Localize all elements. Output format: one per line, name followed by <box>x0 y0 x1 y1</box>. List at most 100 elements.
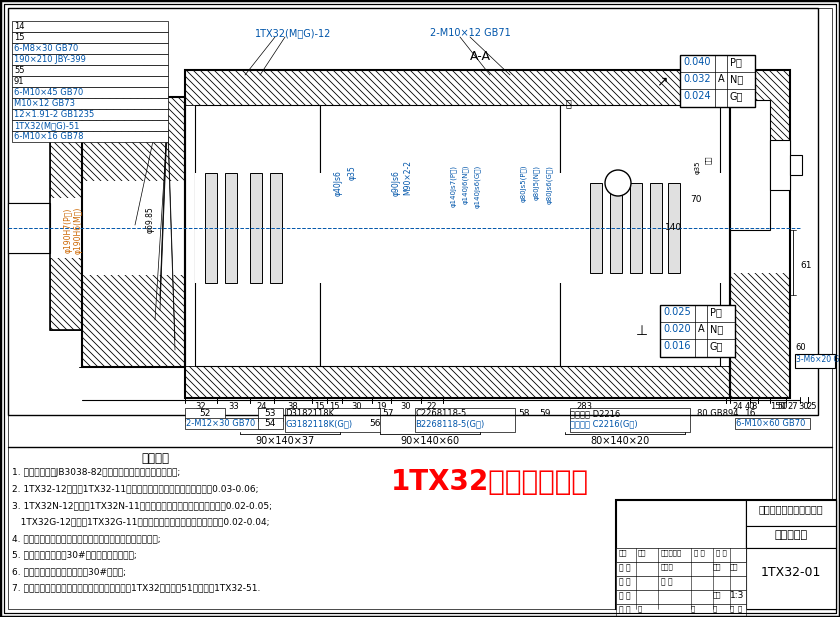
Text: 1. 本铣削头按《JB3038-82组合机床铣削头精度等级》验收;: 1. 本铣削头按《JB3038-82组合机床铣削头精度等级》验收; <box>12 468 181 477</box>
Text: φ190H7(P级): φ190H7(P级) <box>64 207 72 253</box>
Bar <box>616 500 836 609</box>
Text: 3. 1TX32N-12滑套在1TX32N-11箱体孔内移动灵活，装配时保证间隙0.02-0.05;: 3. 1TX32N-12滑套在1TX32N-11箱体孔内移动灵活，装配时保证间隙… <box>12 501 272 510</box>
Bar <box>258 408 283 421</box>
Bar <box>12 131 168 142</box>
Text: φ80Js6(G级): φ80Js6(G级) <box>546 165 553 204</box>
Text: 日期: 日期 <box>713 563 722 569</box>
Bar <box>730 70 790 398</box>
Text: 6-M8×30 GB70: 6-M8×30 GB70 <box>14 44 78 53</box>
Bar <box>616 604 746 617</box>
Text: φ80Js5(P级): φ80Js5(P级) <box>520 165 527 202</box>
Bar <box>12 43 168 54</box>
Text: 标准化: 标准化 <box>661 563 674 569</box>
Bar <box>730 70 790 398</box>
Bar <box>560 105 585 366</box>
Text: D3182118K: D3182118K <box>285 409 334 418</box>
Text: 32: 32 <box>196 402 207 411</box>
Bar <box>258 418 283 429</box>
Text: P级: P级 <box>730 57 742 67</box>
Text: 30: 30 <box>799 402 809 411</box>
Text: 滚动轴承 D2216: 滚动轴承 D2216 <box>570 409 620 418</box>
Text: 盐城市鹏胖机床有限公司: 盐城市鹏胖机床有限公司 <box>759 504 823 514</box>
Bar <box>746 500 836 609</box>
Bar <box>12 87 168 98</box>
Text: M90×2-2: M90×2-2 <box>403 160 412 195</box>
Text: ↗: ↗ <box>656 74 668 88</box>
Text: 3-M6×20 GB70: 3-M6×20 GB70 <box>796 355 840 364</box>
Text: φ190H6(M级): φ190H6(M级) <box>74 206 82 254</box>
Text: 审 核: 审 核 <box>619 591 631 600</box>
Bar <box>570 408 690 432</box>
Text: 15: 15 <box>329 402 339 411</box>
Text: ⊥: ⊥ <box>636 324 648 338</box>
Text: G级: G级 <box>730 91 743 101</box>
Text: 1TX32铣削头主轴箱: 1TX32铣削头主轴箱 <box>391 468 589 496</box>
Text: 2-M12×30 GB70: 2-M12×30 GB70 <box>186 419 255 428</box>
Bar <box>750 100 770 230</box>
Text: 第: 第 <box>730 605 734 611</box>
Text: 工 艺: 工 艺 <box>619 605 631 614</box>
Bar <box>320 336 560 366</box>
Text: 61: 61 <box>800 260 811 270</box>
Text: 190×210 JBY-399: 190×210 JBY-399 <box>14 55 86 64</box>
Bar <box>616 500 746 609</box>
Bar <box>195 173 730 283</box>
Text: 页: 页 <box>713 605 717 611</box>
Text: 0.020: 0.020 <box>663 324 690 334</box>
Text: B2268118-5(G级): B2268118-5(G级) <box>415 419 484 428</box>
Text: φ35: φ35 <box>348 165 356 180</box>
Bar <box>795 354 835 368</box>
Text: 59: 59 <box>539 409 551 418</box>
Text: 53: 53 <box>265 409 276 418</box>
Bar <box>8 8 818 415</box>
Text: 滚动轴承 C2216(G级): 滚动轴承 C2216(G级) <box>570 419 638 428</box>
Text: φ140Js7(P级): φ140Js7(P级) <box>450 165 457 207</box>
Text: C2268118-5: C2268118-5 <box>415 409 466 418</box>
Text: 0.040: 0.040 <box>683 57 711 67</box>
Bar <box>82 97 185 367</box>
Bar <box>12 54 168 65</box>
Text: 57: 57 <box>382 409 394 418</box>
Text: φ35: φ35 <box>695 160 701 173</box>
Text: 技术要求: 技术要求 <box>141 452 169 465</box>
Text: 1TX32(M、G)-12: 1TX32(M、G)-12 <box>255 28 331 38</box>
Bar <box>50 130 82 330</box>
Text: 24: 24 <box>257 402 267 411</box>
Bar <box>660 305 735 357</box>
Bar <box>790 155 802 175</box>
Text: 0.024: 0.024 <box>683 91 711 101</box>
Text: A-A: A-A <box>470 50 491 63</box>
Text: 签 字: 签 字 <box>694 549 705 556</box>
Text: N级: N级 <box>730 74 743 84</box>
Text: 52: 52 <box>199 409 211 418</box>
Bar <box>630 183 642 273</box>
Text: 283: 283 <box>576 402 592 411</box>
Bar <box>770 140 780 190</box>
Text: 22: 22 <box>427 402 438 411</box>
Text: 页: 页 <box>738 605 743 611</box>
Text: φ80J5(N级): φ80J5(N级) <box>533 165 539 200</box>
Text: 0.025: 0.025 <box>663 307 690 317</box>
Text: 4. 装配时各轴承处须涂适量的润滑脂，以后每三个月加一次;: 4. 装配时各轴承处须涂适量的润滑脂，以后每三个月加一次; <box>12 534 160 543</box>
Bar <box>50 198 82 258</box>
Text: 6-M10×60 GB70: 6-M10×60 GB70 <box>736 419 806 428</box>
Bar <box>415 408 515 432</box>
Text: 56: 56 <box>370 419 381 428</box>
Bar <box>185 70 730 105</box>
Bar <box>735 418 810 429</box>
Text: 共: 共 <box>691 605 696 611</box>
Bar <box>270 173 282 283</box>
Text: 38: 38 <box>287 402 298 411</box>
Text: 33: 33 <box>228 402 239 411</box>
Bar <box>668 183 680 273</box>
Bar <box>616 576 746 590</box>
Text: φ90Js6: φ90Js6 <box>391 170 401 196</box>
Text: A: A <box>718 74 725 84</box>
Bar <box>616 590 746 604</box>
Text: 19: 19 <box>376 402 386 411</box>
Bar <box>770 140 790 190</box>
Text: 1TX32(M、G)-51: 1TX32(M、G)-51 <box>14 121 79 130</box>
Text: 8: 8 <box>751 402 757 411</box>
Text: 150: 150 <box>770 402 786 411</box>
Text: 58: 58 <box>518 409 530 418</box>
